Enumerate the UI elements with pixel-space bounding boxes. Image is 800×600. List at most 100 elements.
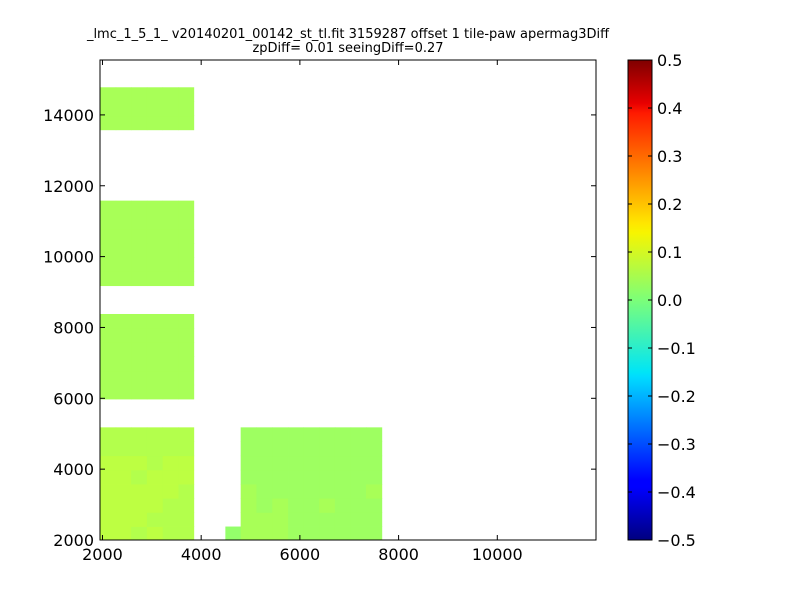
heatmap-cell	[115, 384, 132, 400]
heatmap-cell	[288, 469, 304, 485]
heatmap-cell	[288, 498, 304, 513]
heatmap-cell	[100, 313, 117, 329]
heatmap-cell	[178, 384, 195, 400]
heatmap-cell	[162, 484, 179, 499]
heatmap-cell	[178, 441, 195, 457]
heatmap-cell	[115, 257, 132, 272]
colorbar-tick-label: 0.1	[657, 243, 682, 262]
heatmap-cell	[100, 441, 117, 457]
heatmap-cell	[256, 455, 273, 471]
heatmap-cell	[131, 243, 148, 258]
heatmap-cell	[256, 484, 273, 499]
heatmap-cell	[366, 427, 383, 442]
heatmap-cell	[334, 484, 352, 499]
heatmap-cell	[115, 498, 132, 513]
heatmap-cell	[146, 313, 164, 329]
heatmap-cell	[131, 87, 148, 102]
heatmap-cell	[240, 455, 257, 471]
heatmap-cell	[319, 484, 336, 499]
heatmap-cell	[100, 342, 117, 357]
heatmap-cell	[178, 200, 195, 216]
colorbar-ticks: 0.5 0.4 0.3 0.2 0.1 0.0 −0.1 −0.2 −0.3 −0.4 −0.5	[628, 51, 696, 550]
heatmap-cell	[162, 526, 179, 541]
heatmap-cell	[288, 512, 304, 527]
heatmap-cell	[162, 313, 179, 329]
heatmap-cell	[178, 526, 195, 541]
heatmap-cell	[146, 384, 164, 400]
heatmap-cell	[100, 384, 117, 400]
y-tick-label: 8000	[53, 318, 94, 337]
heatmap-cell	[115, 469, 132, 485]
heatmap-cell	[100, 455, 117, 471]
heatmap-cell	[131, 356, 148, 372]
heatmap-cell	[272, 484, 289, 499]
axis-ticks: 2000 4000 6000 8000 10000 2000 4000 6000 8000 100…	[43, 60, 596, 564]
heatmap-cell	[350, 469, 367, 485]
heatmap-cell	[146, 469, 164, 485]
heatmap-cell	[350, 484, 367, 499]
heatmap-cell	[272, 441, 289, 457]
heatmap-cell	[100, 328, 117, 343]
heatmap-cell	[178, 427, 195, 442]
heatmap-cell	[131, 512, 148, 527]
heatmap-cell	[366, 455, 383, 471]
heatmap-cell	[146, 87, 164, 102]
heatmap-cell	[366, 512, 383, 527]
heatmap-cell	[115, 441, 132, 457]
heatmap-cell	[366, 469, 383, 485]
heatmap-cell	[131, 469, 148, 485]
heatmap-cell	[178, 257, 195, 272]
heatmap-cell	[115, 455, 132, 471]
heatmap-cell	[162, 384, 179, 400]
heatmap-cell	[100, 484, 117, 499]
heatmap-cell	[115, 512, 132, 527]
heatmap-cell	[146, 271, 164, 287]
heatmap-cell	[100, 87, 117, 102]
heatmap-cell	[225, 526, 242, 541]
heatmap-cell	[178, 342, 195, 357]
heatmap-cell	[334, 512, 352, 527]
heatmap-cell	[115, 101, 132, 117]
heatmap-cell	[334, 427, 352, 442]
plot-frame	[99, 59, 597, 541]
colorbar-tick-label: −0.2	[657, 387, 696, 406]
heatmap-cell	[178, 484, 195, 499]
heatmap-cell	[115, 484, 132, 499]
heatmap-cell	[256, 427, 273, 442]
heatmap-cell	[146, 243, 164, 258]
heatmap-cell	[350, 455, 367, 471]
heatmap-cell	[115, 313, 132, 329]
y-tick-label: 4000	[53, 460, 94, 479]
heatmap-cell	[178, 243, 195, 258]
x-tick-label: 4000	[181, 545, 222, 564]
heatmap-cell	[240, 498, 257, 513]
heatmap-cell	[178, 469, 195, 485]
colorbar-tick-label: −0.1	[657, 339, 696, 358]
heatmap-cell	[100, 526, 117, 541]
heatmap-cell	[178, 498, 195, 513]
x-tick-label: 2000	[82, 545, 123, 564]
heatmap-cell	[288, 526, 304, 541]
heatmap-cell	[131, 115, 148, 131]
heatmap-cell	[288, 427, 304, 442]
heatmap-cell	[162, 427, 179, 442]
heatmap-cell	[146, 101, 164, 117]
heatmap-cell	[131, 384, 148, 400]
heatmap-cell	[100, 512, 117, 527]
heatmap-cell	[146, 257, 164, 272]
y-tick-label: 12000	[43, 177, 94, 196]
heatmap-cell	[319, 512, 336, 527]
heatmap-cell	[162, 101, 179, 117]
y-tick-label: 14000	[43, 106, 94, 125]
heatmap-cell	[131, 214, 148, 230]
heatmap-cell	[366, 526, 383, 541]
heatmap-cell	[162, 200, 179, 216]
heatmap-cell	[131, 441, 148, 457]
heatmap-cell	[131, 257, 148, 272]
heatmap-cell	[100, 271, 117, 287]
heatmap-cell	[240, 441, 257, 457]
heatmap-cell	[100, 356, 117, 372]
y-tick-label: 10000	[43, 248, 94, 267]
heatmap-cell	[162, 87, 179, 102]
heatmap-cell	[146, 427, 164, 442]
